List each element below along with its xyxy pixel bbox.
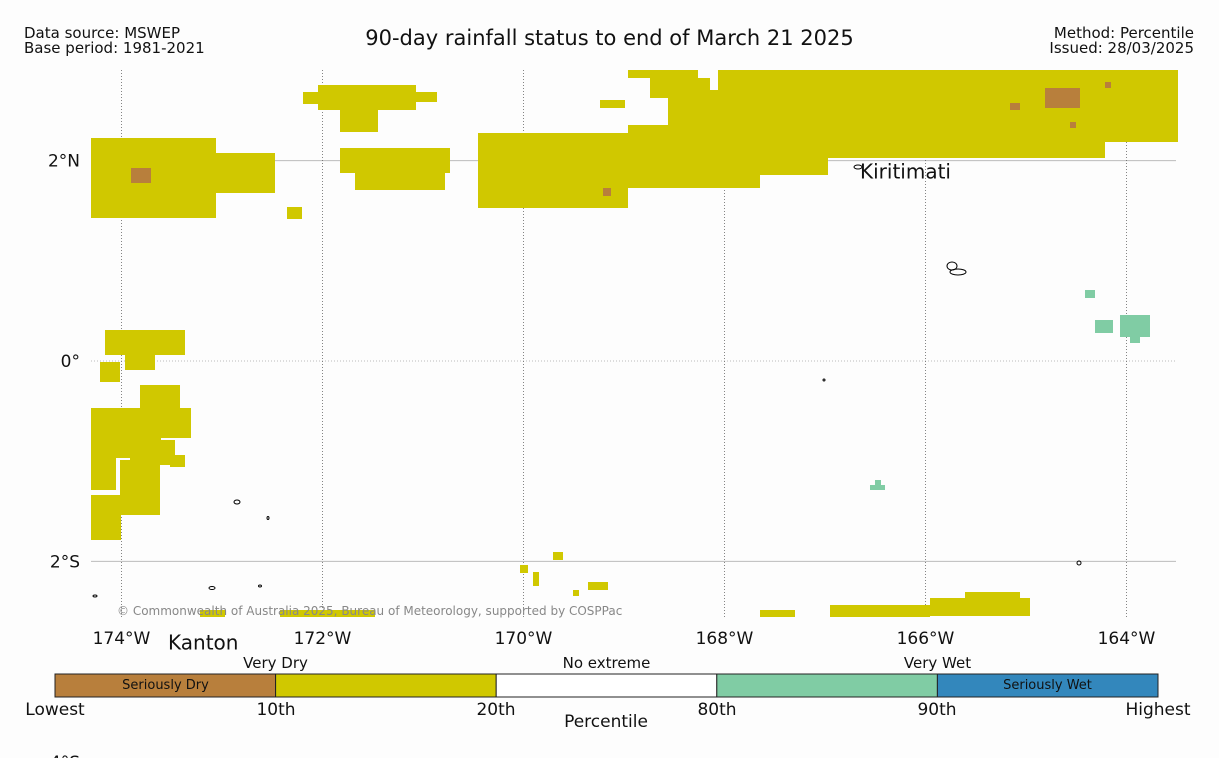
island-coastlines [92,164,1082,598]
island-outline [822,378,826,382]
issued-label: Issued: 28/03/2025 [1049,39,1194,57]
legend-tick-20th: 20th [476,700,516,720]
longitude-tick-label: 166°W [897,629,955,649]
very-dry-patch [130,440,175,465]
place-label: Kanton [168,631,238,655]
very-dry-patch [355,168,445,190]
very-wet-patch [1120,315,1150,337]
longitude-tick-label: 170°W [495,629,553,649]
island-outline [258,584,262,588]
very-wet-patch [1085,290,1095,298]
very-dry-patch [628,70,698,78]
very-dry-patch [600,100,625,108]
latitude-tick-label: 4°S [50,753,80,758]
very-dry-patch [100,362,120,382]
legend-box-4 [936,673,1159,698]
very-dry-patch [588,582,608,590]
very-dry-patch [1130,70,1176,100]
legend-box-1 [275,673,497,698]
very-dry-patch [930,150,980,158]
very-dry-patch [280,610,375,617]
island-outline [92,594,98,598]
legend-tick-90th: 90th [917,700,957,720]
very-dry-patch [200,610,225,617]
legend-tick-80th: 80th [697,700,737,720]
very-dry-patch [140,385,180,410]
very-dry-patch [120,460,160,515]
very-dry-patch [668,90,718,130]
longitude-tick-label: 174°W [93,629,151,649]
seriously-dry-patch [1045,88,1080,108]
data-source-label: Data source: MSWEP [24,24,181,42]
island-outline [208,586,216,590]
latitude-tick-label: 0° [61,352,80,372]
very-dry-patch [553,552,563,560]
very-dry-patch [125,355,155,370]
very-dry-patch [170,455,185,467]
legend-group-no-extreme: No extreme [562,654,651,672]
very-wet-patch [870,485,885,490]
very-wet-patch [1095,320,1113,333]
seriously-dry-patch [1010,103,1020,110]
map-title: 90-day rainfall status to end of March 2… [365,26,854,50]
legend-box-2 [495,673,718,698]
very-dry-patch [91,455,116,490]
seriously-dry-patch [1105,82,1111,88]
very-dry-patch [415,92,437,102]
seriously-dry-patch [1070,122,1076,128]
very-dry-patch [533,572,539,586]
very-dry-patch [830,605,930,617]
very-dry-patch [91,495,121,540]
island-outline [233,499,241,505]
very-dry-patch [287,207,302,219]
legend-box-label-seriously-dry: Seriously Dry [122,678,209,693]
very-wet-patch [875,480,881,486]
very-dry-patch [930,598,1030,616]
legend-box-label-seriously-wet: Seriously Wet [1003,678,1092,693]
legend-group-very-dry: Very Dry [243,654,308,672]
legend-group-very-wet: Very Wet [903,654,972,672]
legend-tick-highest: Highest [1125,700,1191,720]
island-outline [949,268,967,276]
very-dry-patch [91,408,191,438]
very-dry-patch [215,153,275,193]
legend-tick-10th: 10th [256,700,296,720]
map-tick-labels: TerainaTabuaeranKiritimatiKanton4°N2°N0°… [48,152,1156,758]
seriously-dry-patch [603,188,611,196]
percentile-colorbar [54,673,1159,698]
seriously-dry-patch [131,168,151,183]
latitude-tick-label: 2°N [48,152,80,172]
rainfall-anomaly-patches [91,70,1178,617]
legend-box-3 [716,673,938,698]
longitude-tick-label: 172°W [294,629,352,649]
longitude-tick-label: 164°W [1098,629,1156,649]
longitude-tick-label: 168°W [696,629,754,649]
very-dry-patch [340,108,378,132]
very-dry-patch [760,610,795,617]
very-wet-patch [1130,335,1140,343]
very-dry-patch [965,592,1020,600]
very-dry-patch [573,590,579,596]
legend-axis-label: Percentile [564,712,648,732]
island-outline [853,164,863,170]
base-period-label: Base period: 1981-2021 [24,39,205,57]
island-outline [1076,560,1082,566]
very-dry-patch [105,330,185,355]
place-label: Kiritimati [860,160,951,184]
very-dry-patch [318,85,416,110]
copyright-notice: © Commonwealth of Australia 2025, Bureau… [117,604,623,618]
legend-tick-lowest: Lowest [25,700,85,720]
method-label: Method: Percentile [1053,24,1194,42]
island-outline [266,516,270,520]
very-dry-patch [185,190,215,214]
very-dry-patch [520,565,528,573]
very-dry-patch [160,138,215,152]
latitude-tick-label: 2°S [50,552,80,572]
